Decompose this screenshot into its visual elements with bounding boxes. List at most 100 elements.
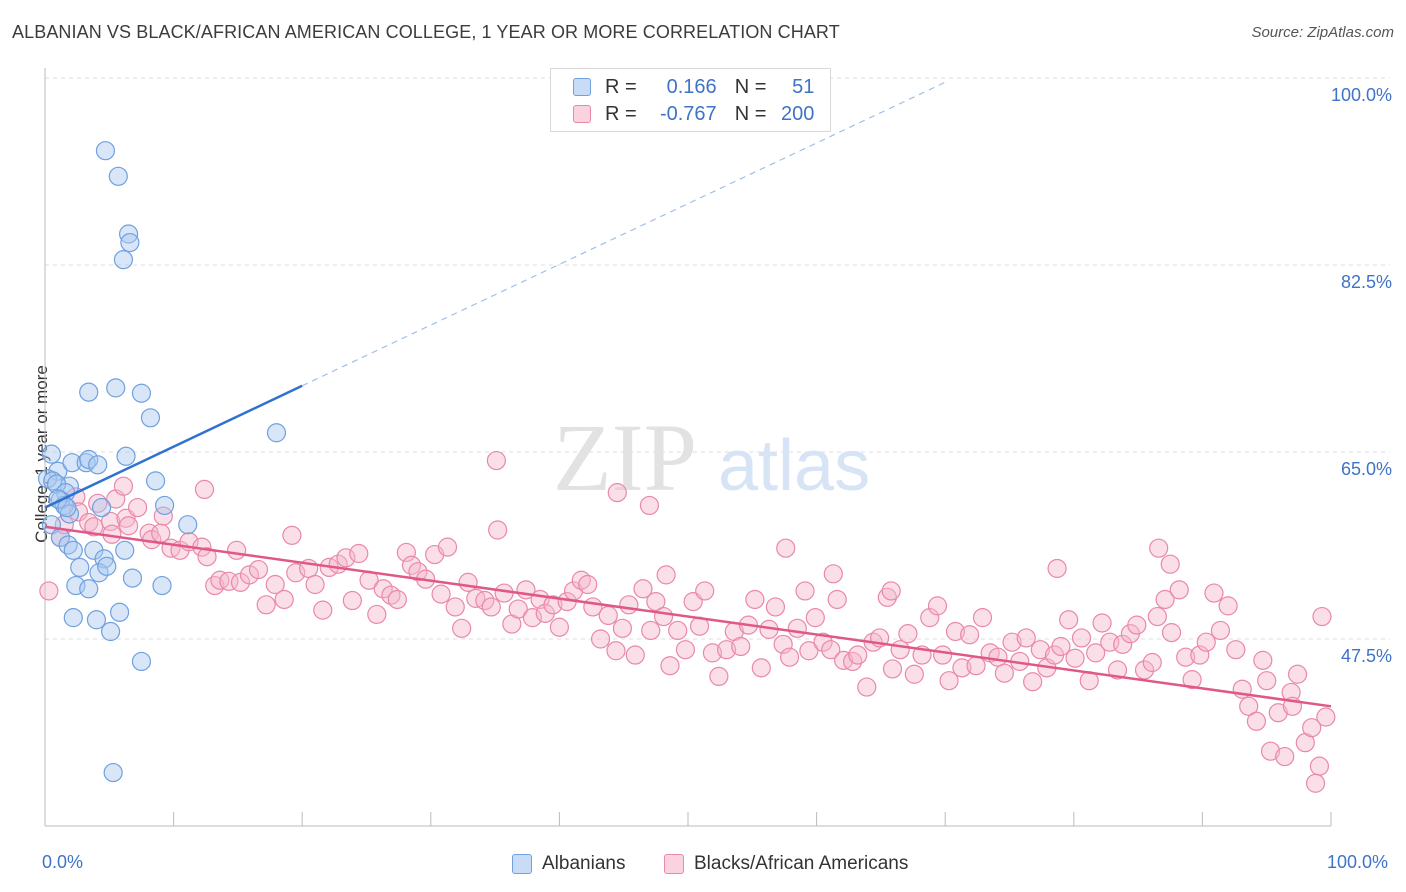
albanians-point (86, 610, 107, 630)
blacks-point (625, 645, 645, 665)
blacks-point (373, 579, 393, 599)
blacks-point (197, 547, 217, 567)
blacks-point (787, 618, 807, 638)
blacks-point (702, 643, 723, 663)
watermark-zip: ZIP (553, 404, 697, 511)
blacks-point (920, 608, 940, 628)
blacks-point (960, 625, 980, 645)
source-label: Source: ZipAtlas.com (1251, 24, 1394, 41)
blacks-point (823, 564, 843, 584)
legend-n-value: 51 (792, 75, 815, 98)
blacks-point (313, 600, 333, 620)
albanians-point (58, 535, 78, 555)
albanians-point (266, 423, 287, 443)
bottom-legend-label: Blacks/African Americans (694, 853, 909, 874)
blacks-point (1092, 613, 1112, 633)
blacks-point (1071, 628, 1092, 648)
blacks-point (1147, 606, 1167, 627)
blacks-point (779, 647, 800, 667)
blacks-point (508, 599, 528, 619)
blacks-point (248, 559, 269, 580)
albanians-point (97, 556, 117, 576)
blacks-point (1239, 696, 1259, 716)
watermark-atlas: atlas (718, 426, 870, 506)
blacks-point (898, 624, 918, 644)
albanians-point (154, 495, 175, 516)
legend-swatch-albanians (573, 78, 591, 96)
blacks-point (1086, 643, 1106, 663)
blacks-point (813, 632, 833, 652)
blacks-point (765, 597, 786, 617)
blacks-point (695, 581, 715, 601)
y-tick-label: 82.5% (1340, 272, 1392, 292)
blacks-point (1016, 628, 1036, 648)
blacks-point (639, 495, 660, 516)
blacks-point (1107, 660, 1128, 680)
blacks-point (751, 658, 771, 678)
blacks-point (952, 658, 972, 678)
blacks-point (904, 664, 924, 684)
blacks-point (445, 597, 465, 617)
blacks-point (205, 575, 225, 596)
blacks-point (1047, 558, 1067, 579)
blacks-point (598, 605, 618, 626)
blacks-point (890, 640, 910, 660)
bottom-legend-blacks: Blacks/African Americans (664, 851, 908, 877)
blacks-point (1316, 707, 1336, 727)
blacks-point (486, 450, 506, 471)
blacks-point (452, 618, 472, 638)
blacks-point (113, 476, 134, 496)
trend-lines (44, 81, 1332, 708)
blacks-point (342, 590, 362, 611)
blacks-point (675, 640, 696, 660)
legend-n-label: N = (734, 75, 767, 98)
blacks-point (522, 608, 542, 628)
blacks-point (1302, 718, 1322, 738)
albanians-point (79, 579, 99, 599)
blacks-point (1023, 672, 1043, 692)
legend-n-label: N = (734, 102, 767, 125)
blacks-point (966, 656, 986, 676)
albanians-point (116, 446, 136, 466)
blacks-point (227, 540, 247, 560)
blacks-point (795, 581, 815, 601)
blacks-point (274, 589, 294, 610)
albanians-point (140, 408, 161, 428)
blacks-point (1065, 648, 1085, 668)
blacks-point (633, 579, 653, 599)
blacks-point (458, 572, 478, 592)
legend: R = 0.166 N = 51 R = -0.767 N = 200 (550, 68, 831, 132)
blacks-point (387, 589, 407, 610)
albanians-point (79, 449, 99, 470)
blacks-point (939, 671, 959, 691)
blacks-point (799, 641, 819, 661)
legend-r-label: R = (605, 102, 637, 125)
blacks-point (1161, 622, 1182, 643)
blacks-point (1260, 741, 1281, 761)
blacks-point (127, 497, 148, 518)
blacks-point (1275, 746, 1295, 767)
albanians-trend-line (44, 384, 303, 509)
albanians-point (115, 540, 135, 560)
blacks-point (606, 641, 626, 661)
blacks-point (882, 659, 903, 679)
blacks-point (843, 651, 863, 672)
bottom-swatch-blacks (664, 854, 684, 874)
x-tick-min: 0.0% (42, 852, 84, 872)
bottom-swatch-albanians (512, 854, 532, 874)
blacks-trend-line (44, 525, 1332, 708)
blacks-point (1204, 583, 1224, 603)
blacks-point (396, 542, 416, 563)
blacks-point (1030, 640, 1050, 660)
blacks-point (1134, 660, 1155, 680)
blacks-point (972, 608, 993, 628)
bottom-legend-albanians: Albanians (512, 851, 625, 877)
blacks-point (1287, 664, 1308, 684)
y-tick-label: 47.5% (1340, 646, 1392, 666)
blacks-point (927, 596, 948, 616)
x-tick-max: 100.0% (1327, 852, 1389, 872)
series-blacks-points (39, 450, 1336, 793)
y-tick-label: 65.0% (1340, 459, 1392, 479)
blacks-point (653, 606, 674, 627)
blacks-point (1051, 636, 1071, 657)
